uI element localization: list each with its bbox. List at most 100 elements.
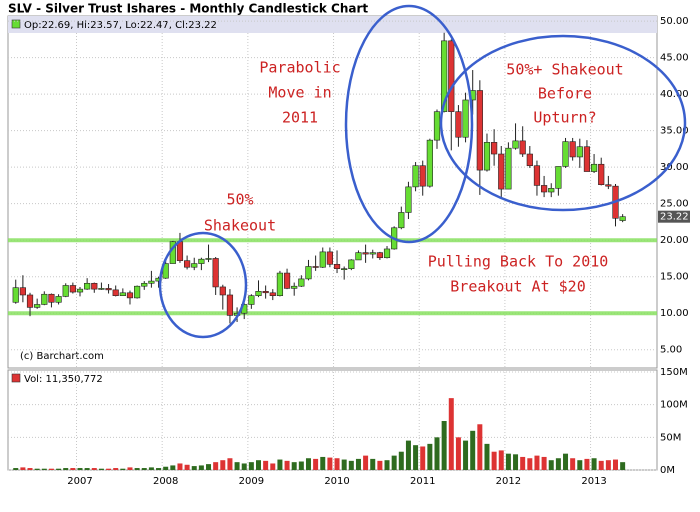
source: (c) Barchart.com: [20, 351, 104, 362]
candle-body: [176, 241, 184, 261]
candle-body: [576, 146, 583, 158]
candle-body: [590, 163, 598, 172]
candle-body: [148, 280, 155, 284]
candle-body: [41, 293, 48, 305]
candle-body: [162, 263, 169, 279]
candle-body: [269, 292, 276, 297]
volume-bar: [448, 398, 454, 470]
volume-bar: [70, 468, 76, 470]
candle-body: [433, 111, 441, 141]
volume-bar: [341, 459, 347, 470]
candle-body: [212, 258, 219, 288]
marks: 5.00 10.00 15.00 20.00 25.00 30.00 35.00 40.00 4…: [8, 16, 690, 487]
volume-bar: [77, 468, 83, 470]
volume-bar: [106, 468, 112, 470]
candle-body: [312, 266, 319, 268]
volume-bar: [527, 458, 533, 470]
candle-body: [191, 263, 198, 268]
candle-body: [305, 266, 312, 280]
volume-bar: [34, 468, 40, 470]
candle-body: [405, 186, 412, 213]
candle-body: [34, 304, 41, 308]
volume-bar: [584, 458, 590, 470]
volume-bar: [520, 456, 526, 470]
volume-bar: [498, 450, 504, 470]
candle-body: [383, 248, 391, 259]
annotation: Before: [538, 85, 592, 103]
last-price-label: 23.22: [660, 212, 689, 223]
volume-bar: [191, 466, 197, 470]
candle-body: [119, 292, 126, 297]
x-tick-label: 2010: [324, 476, 349, 487]
candle-body: [98, 288, 105, 290]
highlight-ellipse: [344, 4, 474, 244]
candle-body: [419, 165, 426, 187]
candle-body: [491, 142, 498, 155]
volume-bar: [348, 460, 354, 470]
volume-bar: [56, 468, 62, 470]
candle-body: [126, 292, 134, 299]
volume-bar: [148, 467, 154, 470]
volume-bar: [555, 458, 561, 470]
candle-body: [291, 285, 298, 289]
x-tick-label: 2008: [153, 476, 178, 487]
volume-bar: [605, 460, 611, 470]
volume-bar: [120, 468, 126, 470]
volume-bar: [391, 455, 397, 470]
volume-bar: [613, 459, 618, 470]
volume-bar: [48, 468, 54, 470]
candle-body: [141, 282, 148, 287]
volume-bar: [398, 451, 404, 470]
volume-bar: [163, 466, 169, 470]
volume-bar: [234, 462, 240, 470]
candle-body: [505, 147, 512, 190]
volume-bar: [434, 437, 440, 470]
volume-bar: [248, 462, 254, 470]
annotation: 50%: [226, 191, 253, 209]
legend-band: [8, 16, 657, 33]
volume-bar: [477, 424, 483, 470]
volume-bar: [113, 468, 119, 470]
candle-body: [55, 296, 62, 303]
volume-bar: [470, 430, 476, 470]
y-tick-label: 10.00: [660, 308, 689, 319]
volume-bar: [206, 464, 212, 470]
volume-bar: [63, 468, 69, 470]
y-tick-label: 25.00: [660, 199, 689, 210]
volume-bar: [384, 460, 390, 470]
legend-swatch: [11, 19, 21, 29]
x-tick-label: 2009: [239, 476, 264, 487]
candle-body: [348, 259, 355, 269]
volume-bar: [91, 468, 97, 470]
volume-bar: [577, 460, 583, 470]
candle-body: [276, 272, 284, 297]
candle-body: [62, 285, 69, 297]
volume-bar: [541, 456, 547, 470]
y-tick-label: 30.00: [660, 162, 689, 173]
volume-bar: [84, 468, 90, 470]
candle-body: [198, 258, 205, 264]
y2-tick-label: 100M: [660, 400, 688, 411]
candle-body: [533, 165, 541, 186]
y-tick-label: 40.00: [660, 89, 689, 100]
candle-body: [248, 295, 255, 305]
volume-legend-text: Vol: 11,350,772: [24, 374, 103, 385]
candle-body: [76, 288, 84, 293]
volume-bar: [334, 458, 340, 470]
volume-bar: [455, 437, 461, 470]
volume-bar: [355, 458, 361, 470]
volume-bar: [363, 455, 369, 470]
candle-body: [441, 40, 448, 112]
volume-bar: [598, 460, 604, 470]
volume-bar: [305, 458, 311, 470]
circles: [158, 4, 687, 339]
volume-bar: [405, 440, 411, 470]
volume-bar: [327, 457, 333, 470]
candle-body: [84, 282, 91, 290]
annotation: Pulling Back To 2010: [428, 253, 609, 271]
candle-body: [412, 165, 419, 188]
y-tick-label: 35.00: [660, 126, 689, 137]
candle-body: [512, 140, 519, 149]
candle-body: [548, 188, 555, 193]
